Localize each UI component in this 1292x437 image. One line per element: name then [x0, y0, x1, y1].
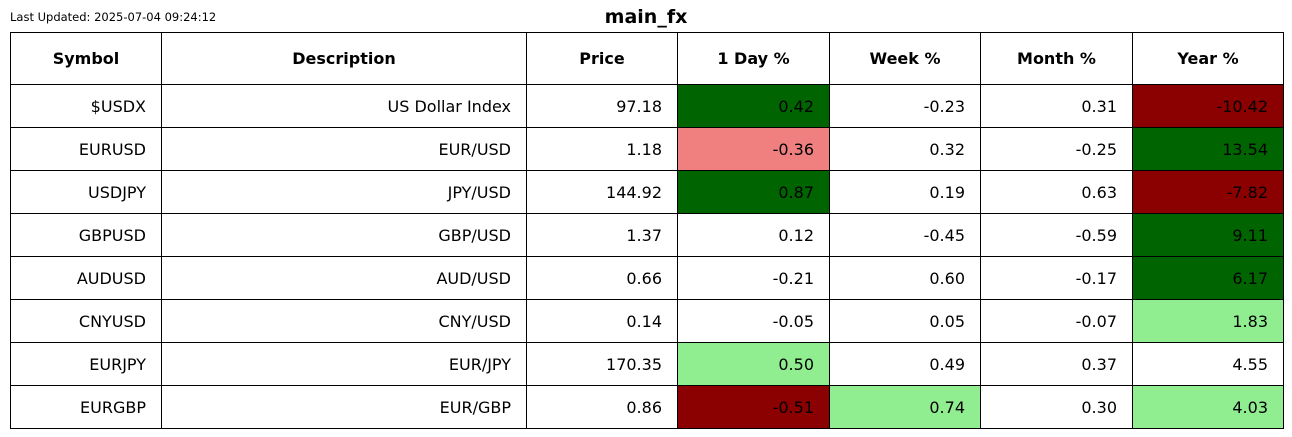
column-header-year-pct: Year %	[1132, 32, 1284, 85]
cell-month-pct: -0.59	[980, 213, 1133, 257]
cell-symbol: USDJPY	[10, 170, 162, 214]
cell-symbol: EURGBP	[10, 385, 162, 429]
cell-year-pct: 1.83	[1132, 299, 1284, 343]
cell-1-day-pct: -0.51	[677, 385, 830, 429]
table-row: EURGBP EUR/GBP 0.86 -0.51 0.74 0.30 4.03	[10, 385, 1284, 429]
cell-month-pct: -0.25	[980, 127, 1133, 171]
cell-month-pct: 0.63	[980, 170, 1133, 214]
table-row: GBPUSD GBP/USD 1.37 0.12 -0.45 -0.59 9.11	[10, 213, 1284, 257]
cell-week-pct: -0.45	[829, 213, 981, 257]
cell-symbol: $USDX	[10, 84, 162, 128]
cell-week-pct: -0.23	[829, 84, 981, 128]
last-updated-label: Last Updated: 2025-07-04 09:24:12	[10, 10, 217, 24]
cell-week-pct: 0.60	[829, 256, 981, 300]
cell-year-pct: 9.11	[1132, 213, 1284, 257]
cell-1-day-pct: 0.42	[677, 84, 830, 128]
fx-table: Symbol Description Price 1 Day % Week % …	[10, 32, 1284, 429]
cell-description: CNY/USD	[161, 299, 527, 343]
cell-description: JPY/USD	[161, 170, 527, 214]
cell-price: 0.86	[526, 385, 678, 429]
cell-description: GBP/USD	[161, 213, 527, 257]
cell-description: AUD/USD	[161, 256, 527, 300]
cell-price: 1.18	[526, 127, 678, 171]
cell-week-pct: 0.05	[829, 299, 981, 343]
cell-year-pct: 4.55	[1132, 342, 1284, 386]
cell-month-pct: 0.30	[980, 385, 1133, 429]
cell-1-day-pct: -0.36	[677, 127, 830, 171]
column-header-1-day-pct: 1 Day %	[677, 32, 830, 85]
column-header-week-pct: Week %	[829, 32, 981, 85]
cell-month-pct: 0.31	[980, 84, 1133, 128]
cell-symbol: CNYUSD	[10, 299, 162, 343]
cell-1-day-pct: -0.05	[677, 299, 830, 343]
cell-symbol: AUDUSD	[10, 256, 162, 300]
table-row: $USDX US Dollar Index 97.18 0.42 -0.23 0.31 -1…	[10, 84, 1284, 128]
column-header-symbol: Symbol	[10, 32, 162, 85]
cell-year-pct: 4.03	[1132, 385, 1284, 429]
cell-1-day-pct: 0.87	[677, 170, 830, 214]
table-row: EURJPY EUR/JPY 170.35 0.50 0.49 0.37 4.55	[10, 342, 1284, 386]
cell-week-pct: 0.49	[829, 342, 981, 386]
cell-description: EUR/USD	[161, 127, 527, 171]
cell-price: 1.37	[526, 213, 678, 257]
cell-month-pct: 0.37	[980, 342, 1133, 386]
column-header-month-pct: Month %	[980, 32, 1133, 85]
cell-symbol: GBPUSD	[10, 213, 162, 257]
cell-symbol: EURUSD	[10, 127, 162, 171]
table-row: CNYUSD CNY/USD 0.14 -0.05 0.05 -0.07 1.83	[10, 299, 1284, 343]
cell-year-pct: -7.82	[1132, 170, 1284, 214]
cell-week-pct: 0.19	[829, 170, 981, 214]
cell-description: US Dollar Index	[161, 84, 527, 128]
cell-price: 97.18	[526, 84, 678, 128]
cell-symbol: EURJPY	[10, 342, 162, 386]
cell-description: EUR/GBP	[161, 385, 527, 429]
table-body: $USDX US Dollar Index 97.18 0.42 -0.23 0.31 -1…	[10, 84, 1284, 429]
cell-month-pct: -0.07	[980, 299, 1133, 343]
cell-price: 170.35	[526, 342, 678, 386]
table-header-row: Symbol Description Price 1 Day % Week % …	[10, 32, 1284, 85]
cell-price: 144.92	[526, 170, 678, 214]
column-header-price: Price	[526, 32, 678, 85]
cell-1-day-pct: -0.21	[677, 256, 830, 300]
cell-month-pct: -0.17	[980, 256, 1133, 300]
cell-1-day-pct: 0.50	[677, 342, 830, 386]
cell-year-pct: -10.42	[1132, 84, 1284, 128]
cell-1-day-pct: 0.12	[677, 213, 830, 257]
cell-year-pct: 13.54	[1132, 127, 1284, 171]
table-row: AUDUSD AUD/USD 0.66 -0.21 0.60 -0.17 6.17	[10, 256, 1284, 300]
page-title: main_fx	[604, 6, 688, 28]
cell-price: 0.14	[526, 299, 678, 343]
cell-description: EUR/JPY	[161, 342, 527, 386]
cell-week-pct: 0.32	[829, 127, 981, 171]
cell-year-pct: 6.17	[1132, 256, 1284, 300]
column-header-description: Description	[161, 32, 527, 85]
cell-week-pct: 0.74	[829, 385, 981, 429]
cell-price: 0.66	[526, 256, 678, 300]
table-row: USDJPY JPY/USD 144.92 0.87 0.19 0.63 -7.82	[10, 170, 1284, 214]
table-row: EURUSD EUR/USD 1.18 -0.36 0.32 -0.25 13.54	[10, 127, 1284, 171]
